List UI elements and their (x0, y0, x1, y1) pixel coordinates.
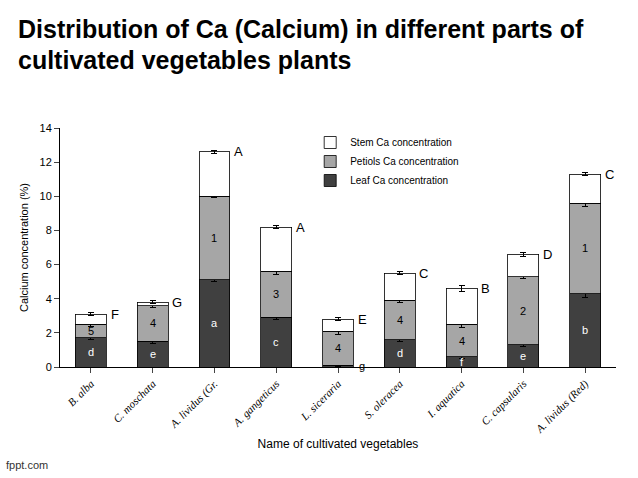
svg-text:E: E (358, 312, 367, 327)
svg-text:C. moschata: C. moschata (111, 377, 159, 425)
svg-text:12: 12 (40, 156, 52, 168)
svg-text:e: e (520, 350, 526, 362)
svg-text:e: e (150, 348, 156, 360)
svg-text:Calcium concentration (%): Calcium concentration (%) (18, 183, 30, 312)
svg-text:3: 3 (273, 288, 279, 300)
svg-text:B: B (481, 281, 490, 296)
svg-text:4: 4 (397, 314, 403, 326)
svg-text:10: 10 (40, 190, 52, 202)
svg-text:A: A (234, 144, 243, 159)
html-text:fppt.com: fppt.com (6, 459, 49, 471)
svg-text:b: b (582, 324, 588, 336)
svg-text:d: d (397, 347, 403, 359)
svg-text:G: G (172, 295, 182, 310)
svg-text:2: 2 (46, 327, 52, 339)
svg-text:6: 6 (46, 258, 52, 270)
svg-text:C. capsularis: C. capsularis (479, 378, 529, 428)
svg-text:L. siceraria: L. siceraria (298, 377, 344, 423)
svg-text:c: c (273, 336, 279, 348)
svg-text:14: 14 (40, 122, 52, 134)
svg-text:g: g (359, 360, 365, 372)
html-text:Distribution of Ca (Calcium) i: Distribution of Ca (Calcium) in differen… (18, 15, 584, 74)
svg-text:1: 1 (211, 232, 217, 244)
svg-text:F: F (111, 307, 119, 322)
svg-text:A. lividus (Red): A. lividus (Red) (533, 377, 592, 436)
svg-text:a: a (211, 317, 218, 329)
svg-text:d: d (88, 346, 94, 358)
svg-text:A. lividus (Gr.: A. lividus (Gr. (167, 378, 221, 432)
svg-text:I. aquatica: I. aquatica (424, 377, 467, 420)
svg-text:5: 5 (88, 325, 94, 337)
svg-text:4: 4 (150, 317, 156, 329)
svg-text:C: C (419, 266, 428, 281)
svg-text:Petiols Ca concentration: Petiols Ca concentration (350, 156, 458, 167)
svg-text:Name of cultivated vegetables: Name of cultivated vegetables (258, 437, 419, 451)
svg-text:Leaf Ca concentration: Leaf Ca concentration (350, 175, 448, 186)
svg-text:4: 4 (459, 335, 465, 347)
svg-text:1: 1 (582, 242, 588, 254)
svg-text:4: 4 (46, 293, 52, 305)
svg-text:0: 0 (46, 361, 52, 373)
svg-text:B. alba: B. alba (65, 377, 96, 408)
svg-text:A: A (296, 220, 305, 235)
svg-text:D: D (543, 247, 552, 262)
svg-text:4: 4 (335, 342, 341, 354)
svg-text:2: 2 (520, 305, 526, 317)
svg-text:C: C (605, 167, 614, 182)
svg-text:Stem Ca concentration: Stem Ca concentration (350, 137, 452, 148)
svg-text:S. oleracea: S. oleracea (362, 377, 406, 421)
svg-text:A. gangeticus: A. gangeticus (230, 378, 282, 430)
svg-text:f: f (460, 356, 464, 368)
svg-text:8: 8 (46, 224, 52, 236)
